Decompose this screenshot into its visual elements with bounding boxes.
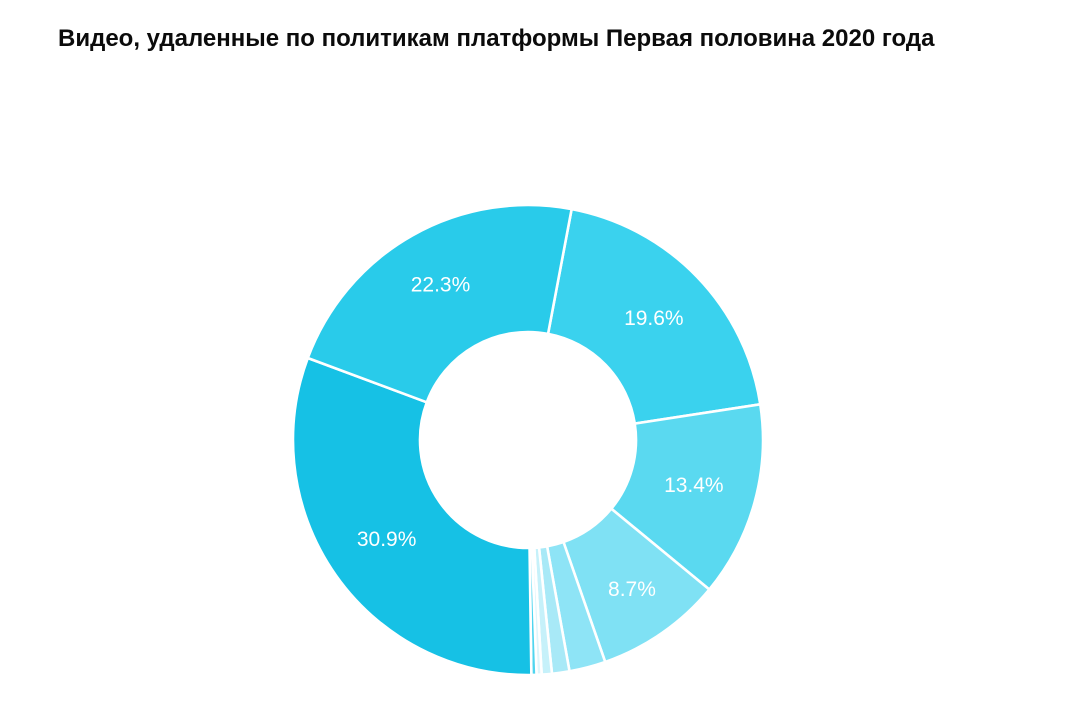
slice-label: 30.9% bbox=[357, 528, 417, 551]
slice-label: 19.6% bbox=[624, 307, 684, 330]
slice-label: 8.7% bbox=[608, 578, 656, 601]
donut-slice[interactable] bbox=[610, 402, 765, 591]
slice-label: 22.3% bbox=[411, 273, 471, 296]
donut-slice[interactable] bbox=[291, 356, 533, 677]
chart-title: Видео, удаленные по политикам платформы … bbox=[58, 25, 935, 52]
donut-slice[interactable] bbox=[546, 207, 762, 425]
donut-slice[interactable] bbox=[306, 203, 573, 404]
slice-label: 13.4% bbox=[664, 474, 724, 497]
